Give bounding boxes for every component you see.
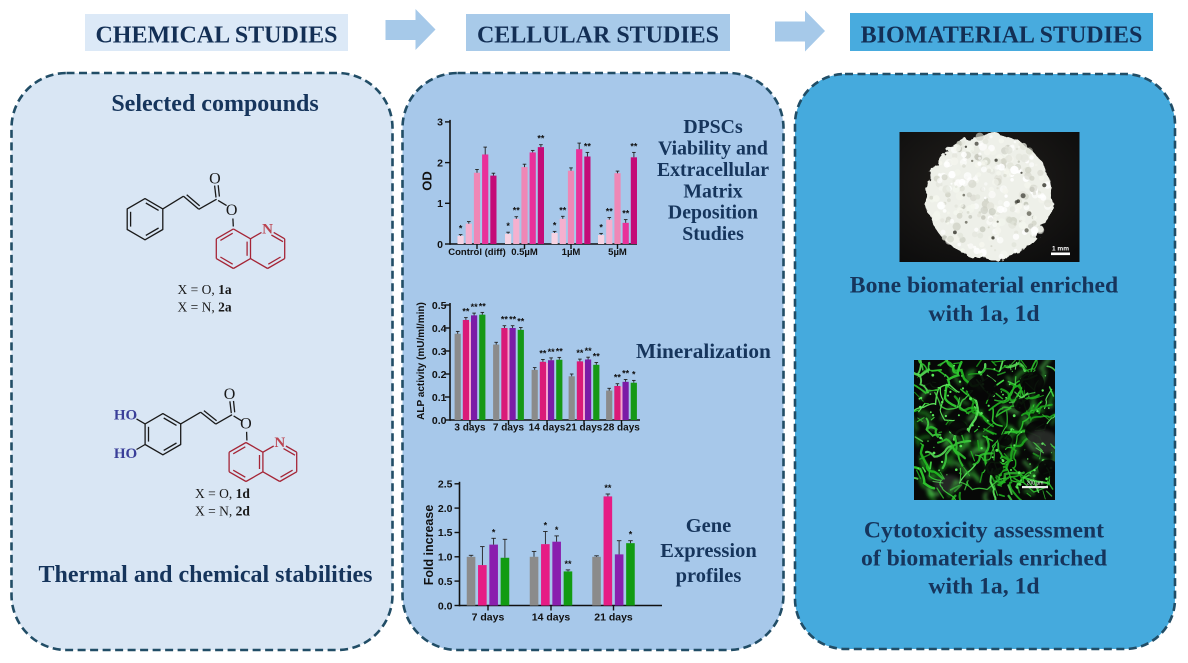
svg-text:**: ** [537,134,545,144]
svg-text:0.5: 0.5 [438,576,453,588]
svg-text:X = N, 2d: X = N, 2d [195,504,250,519]
svg-text:**: ** [604,483,612,493]
svg-text:Expression: Expression [660,540,757,562]
svg-text:Deposition: Deposition [668,202,758,224]
svg-text:0.1: 0.1 [432,392,447,404]
svg-text:0.4: 0.4 [432,323,447,335]
svg-text:**: ** [622,209,630,219]
svg-text:Bone biomaterial enriched: Bone biomaterial enriched [850,272,1118,298]
svg-text:**: ** [559,205,567,215]
svg-text:Fold increase: Fold increase [422,505,436,586]
svg-text:*: * [553,220,557,230]
svg-text:1.5: 1.5 [438,527,453,539]
svg-text:*: * [599,222,603,232]
svg-text:profiles: profiles [676,565,742,587]
svg-text:0.0: 0.0 [438,600,453,612]
svg-text:HO: HO [114,408,137,424]
svg-text:**: ** [564,559,572,569]
svg-text:28 days: 28 days [603,423,640,434]
svg-text:0.2: 0.2 [432,369,447,381]
svg-text:**: ** [630,141,638,151]
svg-text:**: ** [539,349,547,359]
svg-text:**: ** [513,206,521,216]
svg-text:0: 0 [437,239,443,251]
svg-text:**: ** [479,301,487,311]
svg-text:**: ** [548,347,556,357]
svg-text:7 days: 7 days [493,423,525,434]
svg-text:2: 2 [437,157,443,169]
svg-text:1 mm: 1 mm [1052,246,1069,253]
svg-text:14 days: 14 days [532,612,571,624]
svg-text:O: O [224,386,236,403]
svg-text:Viability and: Viability and [658,138,768,160]
svg-text:with 1a, 1d: with 1a, 1d [928,574,1039,600]
svg-text:*: * [492,527,496,537]
svg-text:Extracellular: Extracellular [657,159,769,181]
svg-text:0.3: 0.3 [432,346,447,358]
svg-text:**: ** [584,141,592,151]
svg-text:*: * [459,224,463,234]
svg-text:1.0: 1.0 [438,552,453,564]
svg-text:**: ** [614,373,622,383]
svg-text:CELLULAR STUDIES: CELLULAR STUDIES [477,23,719,49]
svg-text:0.5: 0.5 [432,300,447,312]
svg-text:1µM: 1µM [562,247,581,258]
svg-text:Gene: Gene [686,515,732,537]
svg-text:**: ** [509,315,517,325]
svg-text:ALP activity (mU/ml/min): ALP activity (mU/ml/min) [416,302,427,420]
svg-text:**: ** [606,207,614,217]
svg-text:21 days: 21 days [594,612,633,624]
svg-text:Control (diff): Control (diff) [448,247,506,258]
svg-text:7 days: 7 days [472,612,505,624]
svg-text:1: 1 [437,198,443,210]
svg-text:21 days: 21 days [566,423,603,434]
svg-text:**: ** [471,302,479,312]
svg-text:DPSCs: DPSCs [683,116,743,138]
svg-text:**: ** [556,346,564,356]
svg-text:*: * [632,369,636,379]
svg-text:3: 3 [437,117,443,129]
svg-text:200 µm: 200 µm [1027,481,1044,487]
svg-text:X = N, 2a: X = N, 2a [178,300,232,315]
svg-text:**: ** [576,348,584,358]
svg-text:**: ** [622,369,630,379]
svg-text:14 days: 14 days [529,423,566,434]
svg-text:with 1a, 1d: with 1a, 1d [928,301,1039,327]
svg-text:Thermal and chemical stabiliti: Thermal and chemical stabilities [39,562,373,588]
svg-text:5µM: 5µM [608,247,627,258]
svg-text:3 days: 3 days [454,423,486,434]
svg-text:Cytotoxicity assessment: Cytotoxicity assessment [864,518,1104,544]
svg-text:BIOMATERIAL STUDIES: BIOMATERIAL STUDIES [861,23,1143,49]
svg-text:*: * [629,530,633,540]
svg-text:HO: HO [114,446,137,462]
svg-text:*: * [506,221,510,231]
svg-text:**: ** [593,352,601,362]
svg-text:Matrix: Matrix [683,180,742,202]
svg-text:O: O [240,416,252,433]
svg-text:of biomaterials enriched: of biomaterials enriched [861,546,1107,572]
svg-text:Selected compounds: Selected compounds [111,91,318,117]
svg-text:O: O [226,202,238,219]
svg-text:2.5: 2.5 [438,479,453,491]
svg-text:**: ** [517,317,525,327]
svg-text:OD: OD [420,171,435,191]
svg-text:CHEMICAL STUDIES: CHEMICAL STUDIES [95,23,337,49]
svg-text:X = O, 1d: X = O, 1d [195,486,250,501]
svg-text:**: ** [585,346,593,356]
svg-text:*: * [544,521,548,531]
svg-text:**: ** [462,307,470,317]
svg-text:0.0: 0.0 [432,415,447,427]
svg-text:2.0: 2.0 [438,503,453,515]
svg-text:Mineralization: Mineralization [636,339,771,363]
svg-text:0.5µM: 0.5µM [511,247,538,258]
svg-text:N: N [274,435,285,451]
svg-text:N: N [262,222,273,238]
svg-text:Studies: Studies [682,223,744,245]
svg-text:X = O, 1a: X = O, 1a [178,282,232,297]
svg-text:O: O [209,170,221,187]
svg-text:*: * [555,525,559,535]
svg-text:**: ** [501,315,509,325]
